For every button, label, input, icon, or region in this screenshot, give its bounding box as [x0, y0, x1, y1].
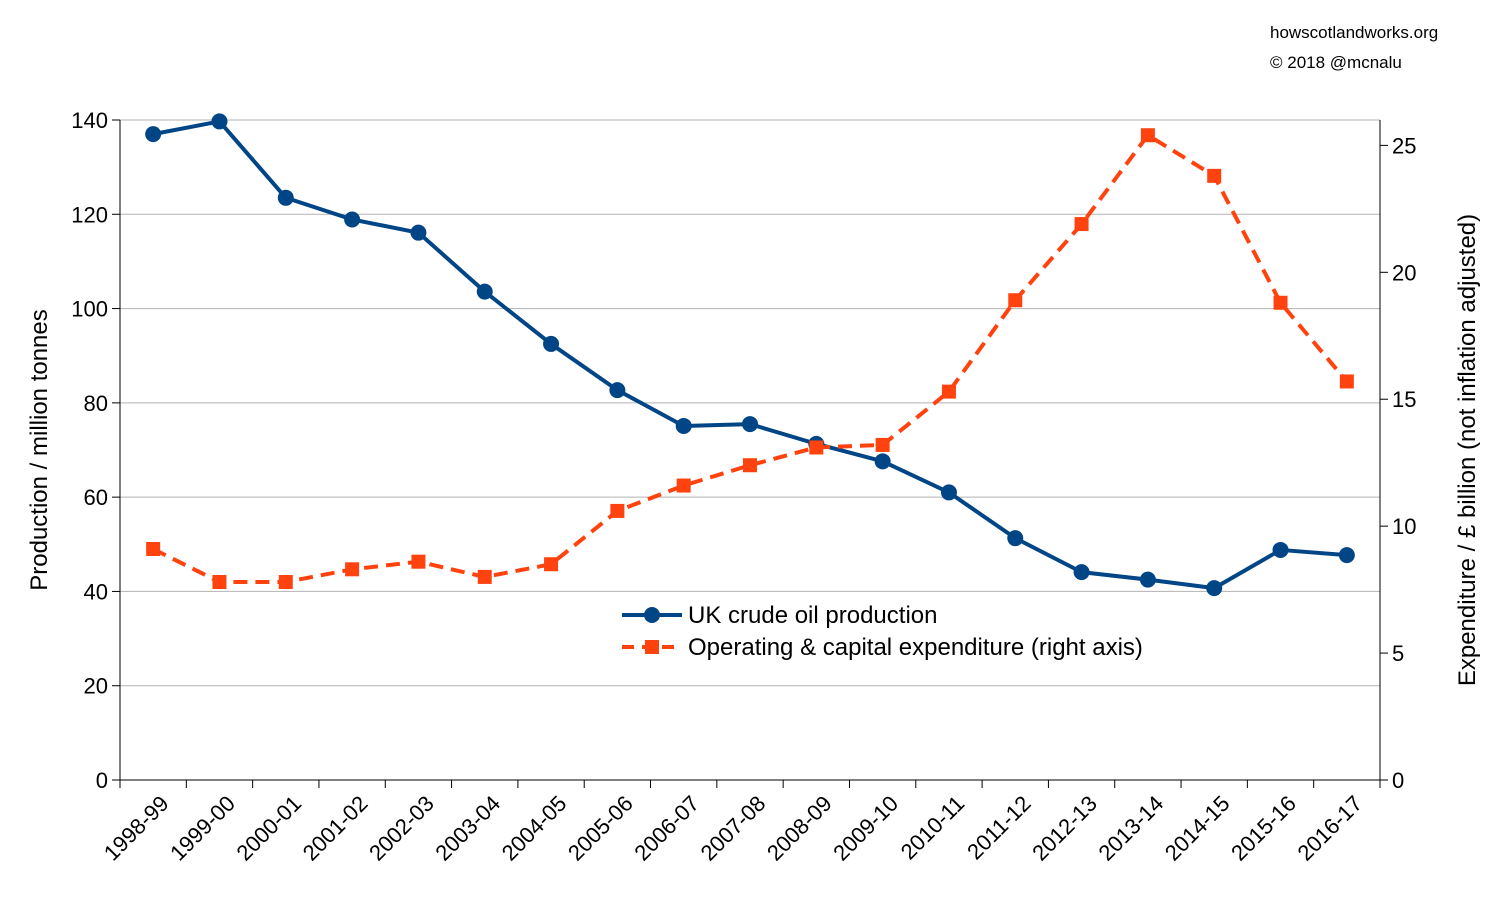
expenditure-point [544, 557, 559, 572]
expenditure-point [1339, 374, 1354, 389]
right-y-tick-label: 0 [1392, 768, 1404, 793]
expenditure-point [743, 458, 757, 473]
x-tick-label: 2006-07 [629, 791, 704, 866]
legend: UK crude oil production Operating & capit… [622, 602, 1143, 661]
right-y-tick-label: 15 [1392, 387, 1416, 412]
right-y-axis-ticks: 0 5 10 15 20 25 [1380, 133, 1416, 793]
x-tick-label: 2012-13 [1027, 791, 1102, 866]
right-y-tick-label: 25 [1392, 133, 1416, 158]
production-point [1007, 530, 1024, 547]
x-tick-label: 2000-01 [231, 791, 306, 866]
x-tick-label: 2002-03 [364, 791, 439, 866]
right-y-tick-label: 20 [1392, 260, 1416, 285]
left-y-tick-label: 20 [84, 674, 108, 699]
credit-copyright: © 2018 @mcnalu [1270, 53, 1402, 72]
right-y-axis-title: Expenditure / £ billion (not inflation a… [1454, 214, 1481, 686]
expenditure-point [1008, 293, 1023, 308]
production-point [874, 453, 891, 470]
expenditure-point [1273, 295, 1288, 310]
left-y-axis-title: Production / million tonnes [26, 309, 53, 590]
expenditure-point [941, 384, 956, 399]
right-y-tick-label: 5 [1392, 641, 1404, 666]
production-point [543, 335, 560, 352]
x-tick-label: 2001-02 [298, 791, 373, 866]
expenditure-point [477, 569, 492, 584]
production-point [476, 283, 493, 300]
legend-production-label: UK crude oil production [688, 602, 937, 629]
production-line [152, 119, 1347, 591]
expenditure-point [610, 503, 625, 518]
production-point [675, 417, 692, 434]
left-y-tick-label: 60 [84, 485, 108, 510]
production-point [1073, 564, 1090, 581]
x-tick-label: 2015-16 [1226, 791, 1301, 866]
left-y-tick-label: 80 [84, 391, 108, 416]
x-tick-label: 2009-10 [828, 791, 903, 866]
expenditure-point [345, 562, 360, 577]
x-tick-label: 2008-09 [762, 791, 837, 866]
left-y-tick-label: 40 [84, 579, 108, 604]
left-y-tick-label: 120 [71, 202, 108, 227]
production-point [742, 416, 758, 433]
left-y-tick-label: 0 [96, 768, 108, 793]
x-tick-label: 2004-05 [497, 791, 572, 866]
x-tick-label: 2007-08 [696, 791, 771, 866]
production-point [145, 126, 162, 143]
production-point [410, 224, 427, 241]
legend-expenditure-marker [645, 640, 659, 654]
expenditure-point [676, 478, 691, 493]
x-tick-label: 2016-17 [1292, 791, 1367, 866]
x-tick-label: 2013-14 [1094, 791, 1169, 866]
x-tick-label: 1999-00 [165, 791, 240, 866]
x-tick-label: 2011-12 [962, 791, 1036, 865]
credit-site: howscotlandworks.org [1270, 23, 1439, 42]
production-point [211, 113, 228, 130]
expenditure-point [1074, 217, 1089, 232]
expenditure-line [152, 133, 1349, 584]
expenditure-point [1140, 128, 1155, 143]
production-point [1139, 571, 1156, 588]
expenditure-point [146, 542, 161, 556]
x-tick-label: 2005-06 [563, 791, 638, 866]
right-y-tick-label: 10 [1392, 514, 1416, 539]
expenditure-point [411, 554, 426, 569]
x-tick-label: 2010-11 [896, 791, 970, 865]
legend-expenditure-label: Operating & capital expenditure (right a… [688, 634, 1143, 661]
production-point [609, 382, 626, 399]
expenditure-point [278, 575, 293, 589]
expenditure-point [875, 437, 890, 452]
expenditure-point [1207, 168, 1222, 183]
x-tick-label: 2014-15 [1160, 791, 1235, 866]
left-y-axis-ticks: 0 20 40 60 80 100 120 140 [71, 108, 120, 793]
expenditure-point [809, 440, 824, 455]
left-y-tick-label: 140 [71, 108, 108, 133]
x-tick-label: 1998-99 [99, 791, 174, 866]
x-tick-label: 2003-04 [430, 791, 505, 866]
production-point [277, 189, 294, 206]
expenditure-point [212, 575, 227, 589]
production-point [1272, 541, 1289, 558]
axes [119, 120, 1381, 781]
x-axis-ticks: 1998-991999-002000-012001-022002-032003-… [99, 780, 1381, 866]
production-point [1338, 547, 1355, 564]
expenditure-series [146, 128, 1354, 589]
legend-production-marker [644, 607, 660, 623]
production-point [344, 211, 361, 228]
production-point [1206, 580, 1223, 597]
series-group [145, 113, 1355, 597]
production-series [145, 113, 1355, 597]
left-y-tick-label: 100 [71, 297, 108, 322]
production-point [940, 484, 957, 501]
